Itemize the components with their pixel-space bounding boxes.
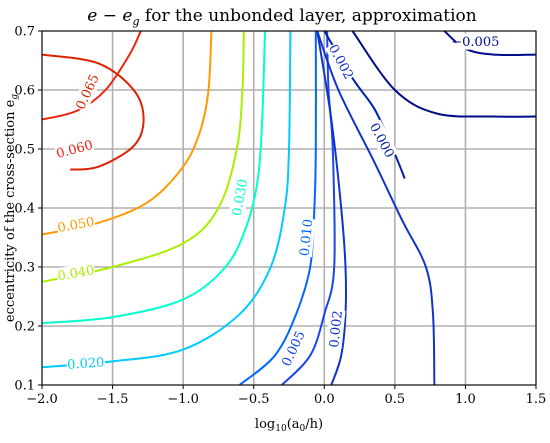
- contour-label-bg: [228, 177, 251, 218]
- contour-label: −0.005: [451, 35, 499, 50]
- chart-title-main: e − e: [87, 6, 132, 26]
- x-tick-label: 1.0: [455, 392, 476, 407]
- x-tick-label: −1.5: [97, 392, 129, 407]
- contour-line: [42, 31, 292, 369]
- contour-label-bg: [325, 41, 358, 83]
- contour-label: 0.060: [55, 138, 95, 162]
- contour-line: [281, 31, 336, 385]
- contour-label: 0.050: [56, 215, 95, 236]
- x-tick-label: 1.5: [526, 392, 547, 407]
- contour-line: [443, 31, 536, 57]
- x-tick-label: −0.5: [238, 392, 270, 407]
- contour-label-bg: [66, 353, 106, 373]
- contour-line: [42, 31, 142, 121]
- contour-label-bg: [295, 217, 316, 258]
- x-tick-label: −1.0: [167, 392, 199, 407]
- contour-label: 0.010: [298, 218, 317, 257]
- y-axis-label-pre: eccentricity of the cross-section e: [3, 99, 18, 322]
- chart-title-sub: g: [132, 15, 139, 28]
- contour-line: [351, 31, 536, 118]
- chart-title-rest: for the unbonded layer, approximation: [140, 6, 477, 26]
- contour-label: 0.002: [325, 42, 356, 82]
- x-axis-label: log10(a0/h): [255, 417, 323, 434]
- contour-line: [42, 31, 213, 236]
- contour-labels: 0.0650.0600.0500.0400.0300.0200.0100.005…: [54, 33, 499, 373]
- y-tick-label: 0.2: [14, 320, 35, 335]
- contour-line: [42, 31, 245, 283]
- x-tick-label: −2.0: [26, 392, 58, 407]
- axis-ticks: −2.0 −1.5 −1.0 −0.5 0.0 0.5 1.0 1.5 0.1 0.2 0.3 0.4…: [14, 25, 546, 408]
- y-tick-label: 0.7: [14, 25, 35, 40]
- contour-label-bg: [325, 309, 346, 349]
- contour-label: 0.002: [327, 310, 346, 349]
- y-axis-label-sub: g: [10, 94, 20, 100]
- y-tick-label: 0.6: [14, 84, 35, 99]
- contour-lines: [42, 31, 536, 385]
- contour-label: 0.030: [230, 178, 251, 217]
- contour-line: [316, 31, 436, 385]
- y-tick-label: 0.1: [14, 379, 35, 394]
- y-tick-label: 0.5: [14, 143, 35, 158]
- x-axis-label-sub1: 10: [275, 424, 287, 434]
- contour-label-bg: [55, 261, 96, 285]
- chart-title: e − eg for the unbonded layer, approxima…: [87, 6, 476, 28]
- y-axis-label: eccentricity of the cross-section eg: [3, 94, 20, 322]
- y-tick-label: 0.4: [14, 202, 35, 217]
- x-axis-label-post: /h): [305, 417, 323, 432]
- contour-label-bg: [456, 33, 495, 50]
- x-tick-label: 0.0: [314, 392, 335, 407]
- x-tick-label: 0.5: [385, 392, 406, 407]
- contour-label-bg: [54, 136, 95, 162]
- contour-line: [316, 31, 348, 385]
- x-axis-label-mid: (a: [287, 417, 300, 432]
- contour-label: 0.040: [56, 263, 95, 284]
- x-axis-label-pre: log: [255, 417, 275, 432]
- contour-label-bg: [55, 213, 96, 236]
- contour-label-bg: [277, 327, 309, 370]
- contour-line: [238, 31, 317, 385]
- contour-label-bg: [366, 119, 399, 161]
- contour-line: [42, 31, 266, 325]
- contour-line: [42, 53, 145, 171]
- x-axis-label-sub2: 0: [300, 424, 306, 434]
- contour-label: 0.020: [67, 355, 105, 373]
- contour-label-bg: [71, 71, 103, 113]
- contour-label: 0.065: [73, 72, 102, 112]
- y-tick-label: 0.3: [14, 261, 35, 276]
